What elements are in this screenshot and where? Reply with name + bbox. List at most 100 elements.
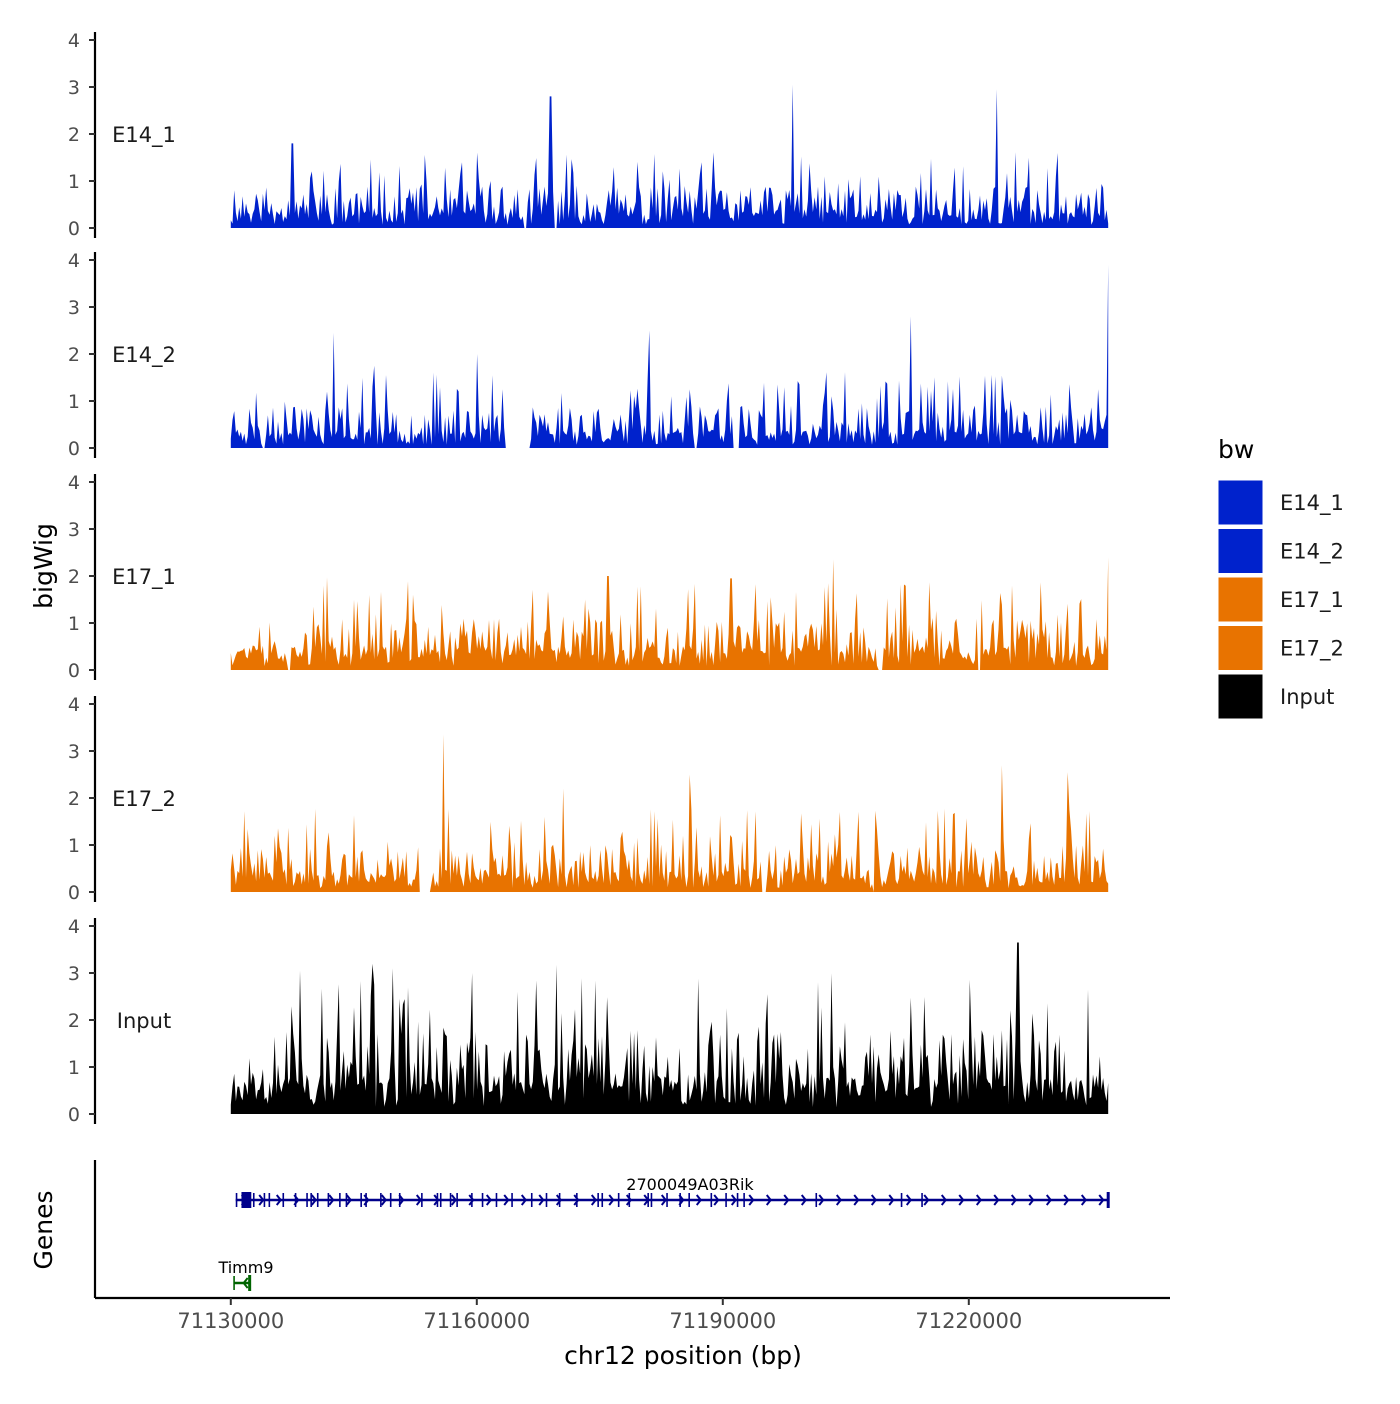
y-tick-label: 0 xyxy=(68,1104,80,1126)
coverage-area-E14_2 xyxy=(230,264,1109,448)
strand-chevron xyxy=(345,1194,353,1206)
y-tick-label: 0 xyxy=(68,660,80,682)
strand-chevron xyxy=(1063,1194,1070,1206)
track-label: E14_1 xyxy=(112,123,176,148)
track-label: E14_2 xyxy=(112,343,176,368)
strand-chevron xyxy=(310,1194,318,1206)
legend-label: E17_2 xyxy=(1280,637,1344,662)
strand-chevron xyxy=(765,1194,773,1206)
legend-key-E17_2 xyxy=(1217,625,1264,671)
strand-chevron xyxy=(818,1194,825,1206)
strand-chevron xyxy=(888,1194,895,1206)
legend-label: Input xyxy=(1280,685,1334,709)
y-tick-label: 2 xyxy=(68,344,80,366)
strand-chevron xyxy=(713,1194,720,1206)
y-tick-label: 3 xyxy=(68,741,80,763)
strand-chevron xyxy=(783,1194,790,1206)
exon-block xyxy=(241,1192,252,1208)
y-tick-label: 1 xyxy=(68,391,80,413)
y-tick-label: 0 xyxy=(68,882,80,904)
strand-chevron xyxy=(923,1194,930,1206)
y-tick-label: 4 xyxy=(68,30,80,52)
strand-chevron xyxy=(450,1194,458,1206)
y-tick-label: 0 xyxy=(68,438,80,460)
strand-chevron xyxy=(573,1194,580,1206)
strand-chevron xyxy=(660,1194,668,1206)
y-tick-label: 3 xyxy=(68,519,80,541)
strand-chevron xyxy=(870,1194,878,1206)
track-label: Input xyxy=(117,1009,171,1033)
y-tick-label: 4 xyxy=(68,472,80,494)
x-tick-label: 71130000 xyxy=(177,1309,284,1333)
strand-chevron xyxy=(328,1194,335,1206)
strand-chevron xyxy=(398,1194,405,1206)
strand-chevron xyxy=(695,1194,703,1206)
strand-chevron xyxy=(940,1194,948,1206)
genes-track-title: Genes xyxy=(29,1190,58,1269)
strand-chevron xyxy=(380,1194,388,1206)
track-Input: 0 1 2 3 4 Input xyxy=(68,916,1109,1126)
strand-chevron xyxy=(590,1194,598,1206)
track-E17_1: 0 1 2 3 4 E17_1 xyxy=(68,472,1109,682)
y-tick-label: 1 xyxy=(68,171,80,193)
legend-title: bw xyxy=(1218,435,1254,464)
x-tick-label: 71190000 xyxy=(669,1309,776,1333)
strand-chevron xyxy=(958,1194,965,1206)
legend-key-Input xyxy=(1217,673,1264,720)
gene-label: 2700049A03Rik xyxy=(626,1175,754,1194)
strand-chevron xyxy=(625,1194,633,1206)
strand-chevron xyxy=(485,1194,493,1206)
strand-chevron xyxy=(748,1194,755,1206)
track-E14_1: 0 1 2 3 4 E14_1 xyxy=(68,30,1109,240)
y-tick-label: 2 xyxy=(68,566,80,588)
strand-chevron xyxy=(1080,1194,1088,1206)
coverage-area-Input xyxy=(230,942,1109,1114)
y-tick-label: 2 xyxy=(68,788,80,810)
y-tick-label: 3 xyxy=(68,297,80,319)
strand-chevron xyxy=(520,1194,528,1206)
coverage-area-E17_1 xyxy=(230,557,1109,670)
legend: bw E14_1 E14_2 E17_1 E17_2 Input xyxy=(1217,435,1344,720)
strand-chevron xyxy=(415,1194,423,1206)
strand-chevron xyxy=(275,1194,283,1206)
legend-label: E17_1 xyxy=(1280,588,1344,613)
strand-chevron xyxy=(1010,1194,1018,1206)
legend-label: E14_2 xyxy=(1280,540,1344,565)
y-tick-label: 1 xyxy=(68,613,80,635)
gene-label: Timm9 xyxy=(217,1258,273,1277)
legend-label: E14_1 xyxy=(1280,491,1344,516)
track-E17_2: 0 1 2 3 4 E17_2 xyxy=(68,694,1109,904)
coverage-area-E14_1 xyxy=(230,84,1109,228)
strand-chevron xyxy=(800,1194,808,1206)
x-axis-title: chr12 position (bp) xyxy=(564,1341,802,1370)
strand-chevron xyxy=(258,1194,265,1206)
y-tick-label: 3 xyxy=(68,963,80,985)
strand-chevron xyxy=(730,1194,738,1206)
gene-2700049A03Rik: 2700049A03Rik xyxy=(235,1175,1110,1208)
track-label: E17_2 xyxy=(112,787,176,812)
coverage-tracks: 0 1 2 3 4 E14_1 0 1 2 3 4 E14_2 0 1 2 3 4 E17_1 0 1 2 3 4 E17_2… xyxy=(68,30,1109,1126)
strand-chevron xyxy=(1098,1194,1105,1206)
strand-chevron xyxy=(538,1194,545,1206)
y-tick-label: 2 xyxy=(68,124,80,146)
y-tick-label: 3 xyxy=(68,77,80,99)
y-tick-label: 1 xyxy=(68,835,80,857)
track-label: E17_1 xyxy=(112,565,176,590)
y-tick-label: 0 xyxy=(68,218,80,240)
x-axis: 71130000 71160000 71190000 71220000 xyxy=(95,1296,1170,1333)
strand-chevron xyxy=(1045,1194,1053,1206)
genes-track: 2700049A03Rik Timm9 xyxy=(93,1160,1110,1298)
strand-chevron xyxy=(1028,1194,1035,1206)
track-E14_2: 0 1 2 3 4 E14_2 xyxy=(68,250,1109,460)
y-tick-label: 4 xyxy=(68,916,80,938)
legend-key-E14_1 xyxy=(1217,479,1264,526)
y-tick-label: 1 xyxy=(68,1057,80,1079)
strand-chevron xyxy=(853,1194,860,1206)
strand-chevron xyxy=(835,1194,843,1206)
y-tick-label: 4 xyxy=(68,250,80,272)
strand-chevron xyxy=(242,1277,249,1289)
y-tick-label: 2 xyxy=(68,1010,80,1032)
strand-chevron xyxy=(555,1194,563,1206)
x-tick-label: 71220000 xyxy=(915,1309,1022,1333)
